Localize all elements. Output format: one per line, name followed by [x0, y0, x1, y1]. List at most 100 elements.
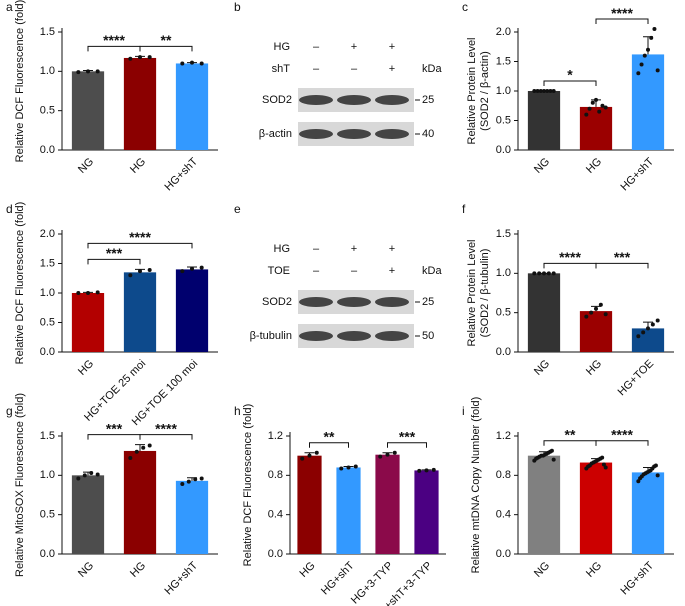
significance-label: ***: [106, 420, 123, 436]
data-point: [424, 468, 429, 473]
y-tick-label: 0.5: [496, 114, 511, 126]
bar: [579, 106, 613, 150]
condition-sign: –: [313, 265, 320, 277]
y-tick-label: 1.0: [496, 85, 511, 97]
y-tick-label: 0.8: [268, 469, 283, 481]
condition-sign: +: [389, 265, 395, 277]
y-axis-label: Relative mtDNA Copy Number (fold): [470, 397, 482, 574]
condition-sign: –: [313, 41, 320, 53]
y-tick-label: 0.0: [496, 346, 511, 358]
data-point: [95, 290, 100, 295]
data-point: [650, 322, 655, 327]
significance-bracket: [87, 242, 193, 249]
significance-bracket: [595, 18, 649, 25]
data-point: [431, 467, 436, 472]
data-point: [535, 89, 540, 93]
data-point: [300, 456, 305, 461]
significance-bracket: [139, 434, 193, 440]
bar-panel: c Relative Protein Level (SOD2 / β-actin) 0…: [462, 0, 674, 193]
data-point: [417, 468, 422, 473]
condition-sign: –: [351, 265, 358, 277]
panel-letter: a: [6, 0, 13, 14]
data-point: [128, 273, 133, 278]
bar: [123, 272, 157, 352]
bar: [175, 63, 209, 150]
data-point: [314, 450, 319, 455]
data-point: [346, 465, 351, 470]
x-tick-label: HG: [298, 560, 318, 580]
x-tick-label: HG+shT: [619, 559, 657, 597]
bar: [631, 54, 665, 150]
data-point: [636, 479, 641, 484]
data-point: [378, 454, 383, 459]
data-point: [199, 61, 204, 66]
bar: [123, 57, 157, 150]
data-point: [339, 466, 344, 471]
condition-label: HG: [274, 243, 291, 255]
bar: [71, 71, 105, 150]
data-point: [587, 106, 592, 111]
y-axis-label: Relative DCF Fluorescence (fold): [14, 0, 26, 162]
panel-letter: h: [234, 404, 241, 418]
data-point: [538, 89, 543, 93]
data-point: [594, 306, 598, 311]
data-point: [134, 449, 139, 454]
y-tick-label: 0.5: [40, 105, 55, 117]
data-point: [307, 453, 312, 458]
bar: [175, 480, 209, 554]
data-point: [95, 69, 100, 74]
condition-sign: –: [351, 63, 358, 75]
panel-letter: g: [6, 404, 13, 418]
data-point: [199, 476, 204, 481]
bar-panel: d Relative DCF Fluorescence (fold) 0.0 0.5 1…: [6, 202, 218, 428]
data-point: [584, 314, 589, 319]
data-point: [128, 56, 133, 61]
band-label: β-tubulin: [250, 330, 292, 342]
data-point: [655, 318, 660, 323]
panel-letter: f: [462, 202, 466, 216]
data-point: [603, 105, 608, 110]
bar: [375, 454, 400, 554]
data-point: [597, 109, 602, 114]
y-tick-label: 0.0: [496, 144, 511, 156]
condition-sign: +: [351, 41, 357, 53]
significance-label: ****: [611, 5, 633, 21]
condition-sign: –: [313, 243, 320, 255]
data-point: [180, 61, 185, 66]
bar: [123, 450, 157, 554]
x-tick-label: HG: [76, 358, 96, 378]
x-tick-label: NG: [532, 156, 552, 176]
data-point: [76, 291, 81, 295]
data-point: [601, 462, 606, 467]
y-tick-label: 0.0: [40, 346, 55, 358]
data-point: [600, 455, 605, 460]
data-point: [180, 481, 185, 486]
data-point: [551, 89, 556, 93]
condition-label: HG: [274, 41, 291, 53]
x-tick-label: HG: [584, 560, 604, 580]
significance-bracket: [87, 258, 141, 265]
bar: [414, 470, 439, 554]
data-point: [95, 472, 100, 477]
marker-label: 40: [422, 128, 434, 140]
blot-band: [337, 297, 371, 307]
blot-band: [337, 129, 371, 139]
data-point: [549, 448, 554, 453]
y-axis-label: Relative DCF Fluorescence (fold): [14, 202, 26, 365]
data-point: [548, 89, 553, 93]
data-point: [147, 443, 152, 448]
data-point: [542, 89, 546, 93]
significance-label: **: [324, 428, 335, 444]
data-point: [646, 47, 650, 52]
significance-label: ****: [103, 32, 125, 48]
data-point: [193, 477, 198, 482]
data-point: [639, 62, 644, 67]
y-tick-label: 0.8: [496, 469, 511, 481]
y-tick-label: 1.5: [496, 228, 511, 240]
blot-band: [299, 95, 333, 105]
data-point: [190, 266, 194, 271]
y-tick-label: 2.0: [496, 26, 511, 38]
blot-band: [375, 95, 409, 105]
x-tick-label: HG+shT: [163, 559, 201, 597]
data-point: [655, 68, 660, 73]
